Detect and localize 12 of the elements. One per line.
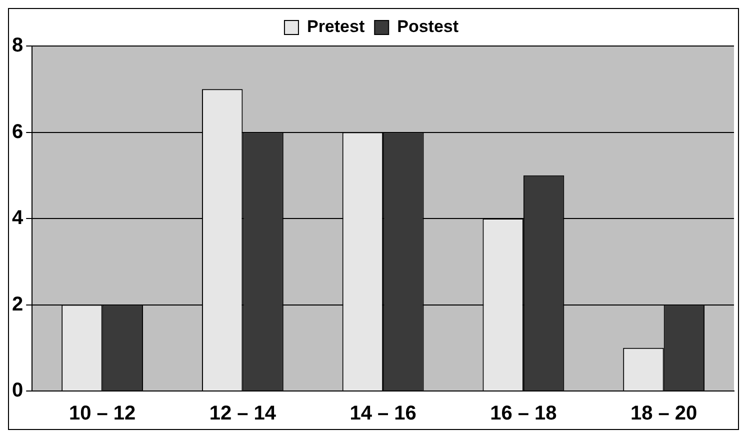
y-tick-label: 0 bbox=[12, 380, 24, 402]
y-tick-label: 6 bbox=[12, 120, 24, 143]
x-tick-label: 12 – 14 bbox=[209, 402, 277, 425]
x-tick-label: 14 – 16 bbox=[350, 402, 416, 425]
x-tick-label: 10 – 12 bbox=[68, 402, 136, 425]
y-tick-label: 8 bbox=[12, 34, 24, 57]
legend-label: Postest bbox=[397, 17, 459, 36]
y-tick-label: 2 bbox=[12, 293, 24, 316]
y-tick-label: 4 bbox=[12, 207, 24, 230]
legend-label: Pretest bbox=[306, 17, 365, 36]
x-tick-label: 18 – 20 bbox=[630, 402, 698, 425]
x-tick-label: 16 – 18 bbox=[490, 402, 557, 425]
